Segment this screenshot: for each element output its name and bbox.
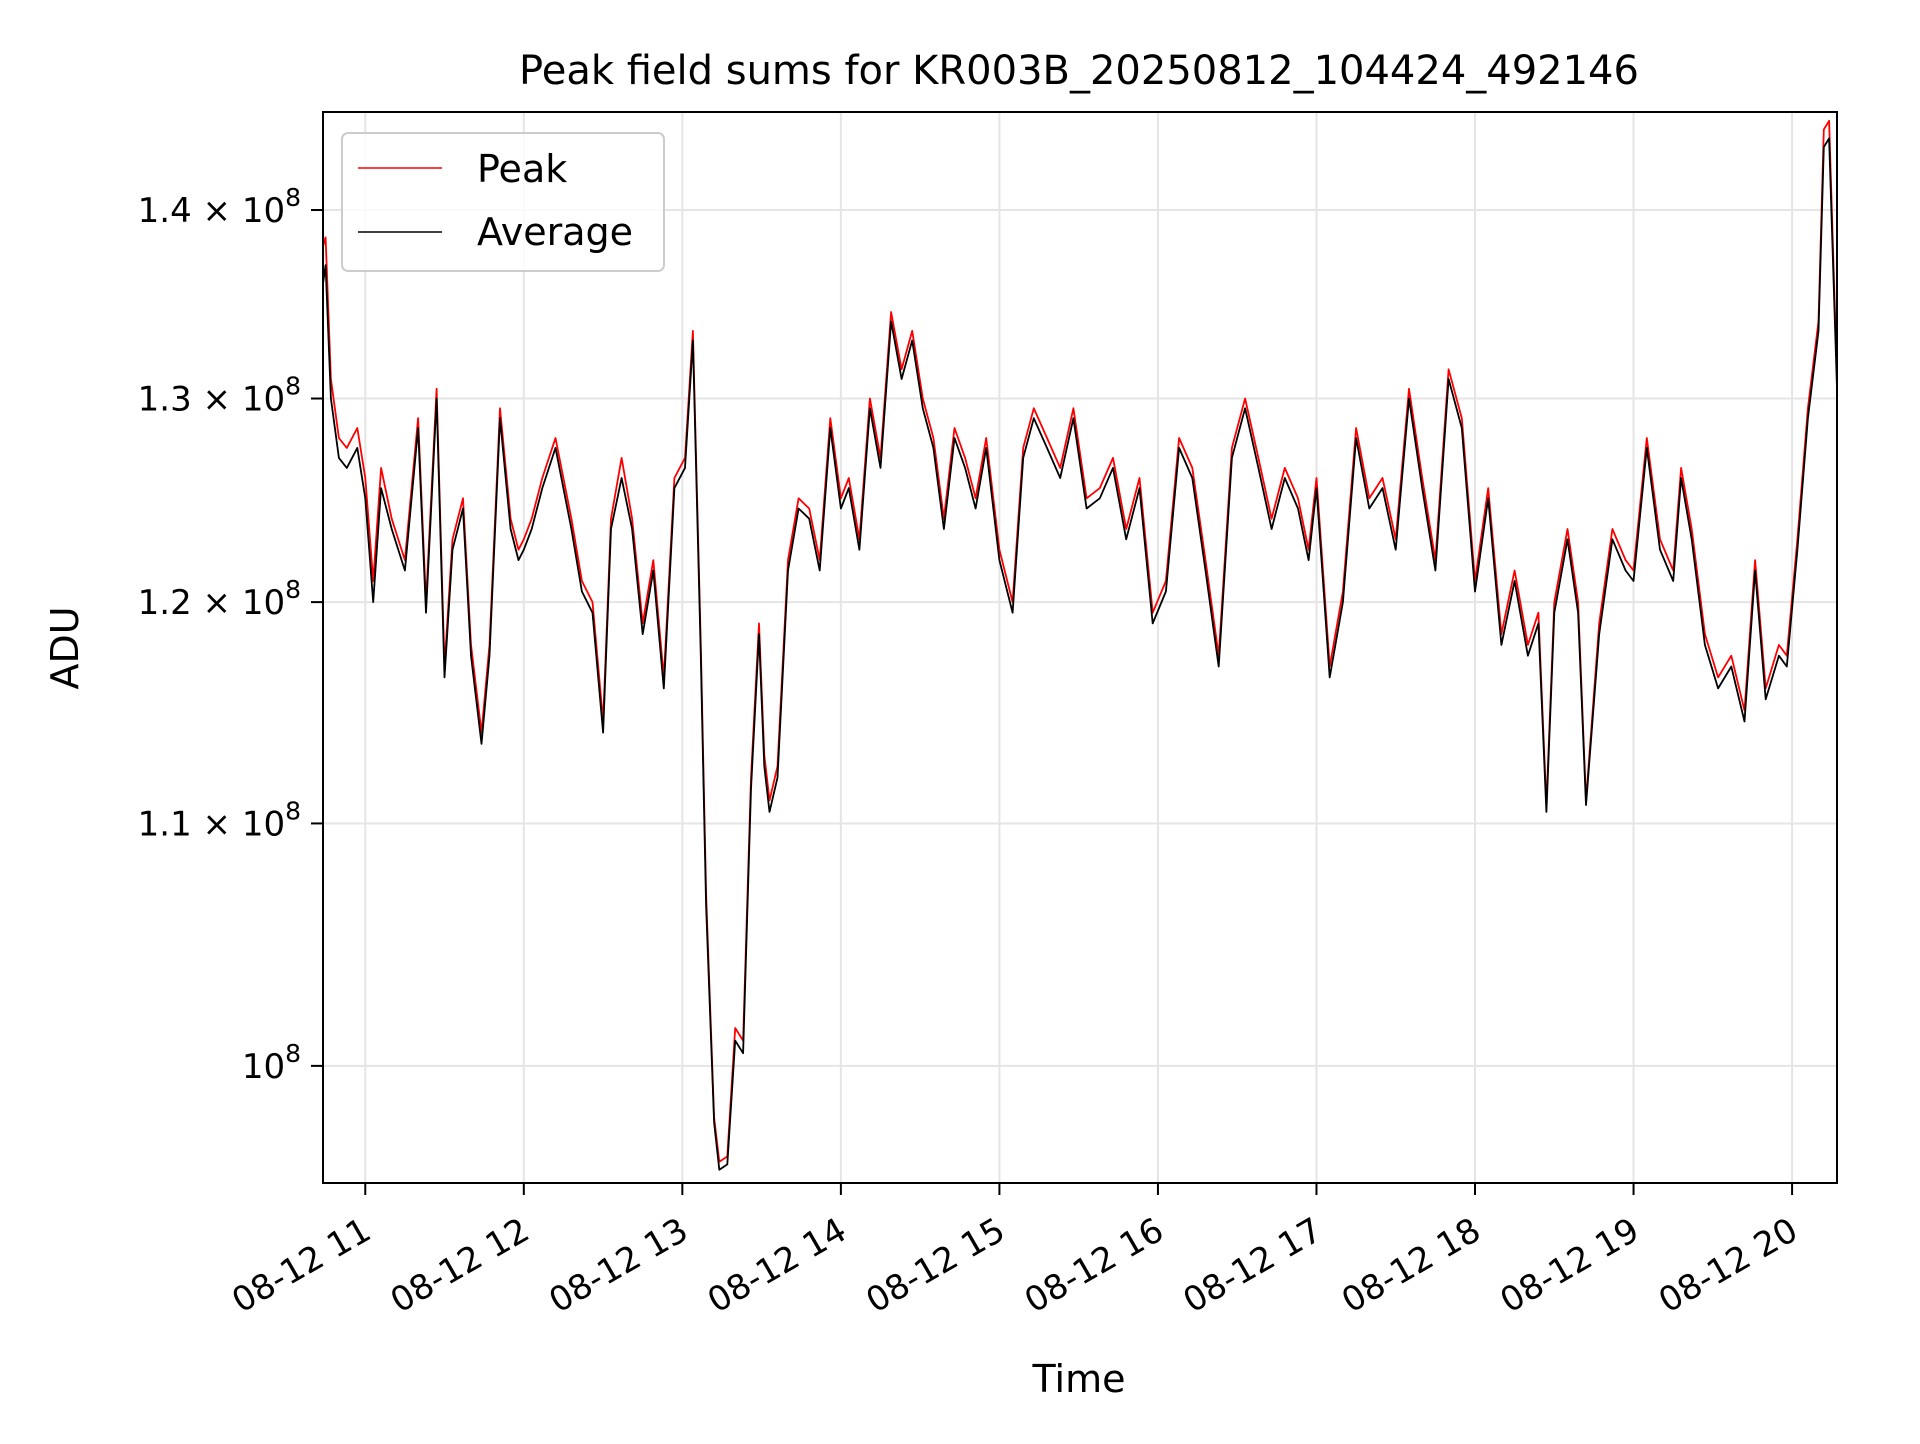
y-tick-label: 1.4 × 108 xyxy=(138,183,301,231)
grid-layer xyxy=(323,112,1837,1183)
legend-label-average: Average xyxy=(477,210,633,254)
y-tick-label: 1.2 × 108 xyxy=(138,575,301,623)
legend: Peak Average xyxy=(341,132,665,272)
legend-label-peak: Peak xyxy=(477,147,567,191)
series-layer xyxy=(322,119,1838,1171)
chart-title: Peak field sums for KR003B_20250812_1044… xyxy=(519,48,1639,94)
series-line-average xyxy=(322,137,1838,1171)
y-axis-label: ADU xyxy=(43,606,87,689)
x-axis-label: Time xyxy=(1032,1357,1126,1401)
y-tick-label: 1.3 × 108 xyxy=(138,372,301,420)
y-tick-label: 1.1 × 108 xyxy=(138,796,301,844)
plot-frame xyxy=(322,111,1838,1184)
